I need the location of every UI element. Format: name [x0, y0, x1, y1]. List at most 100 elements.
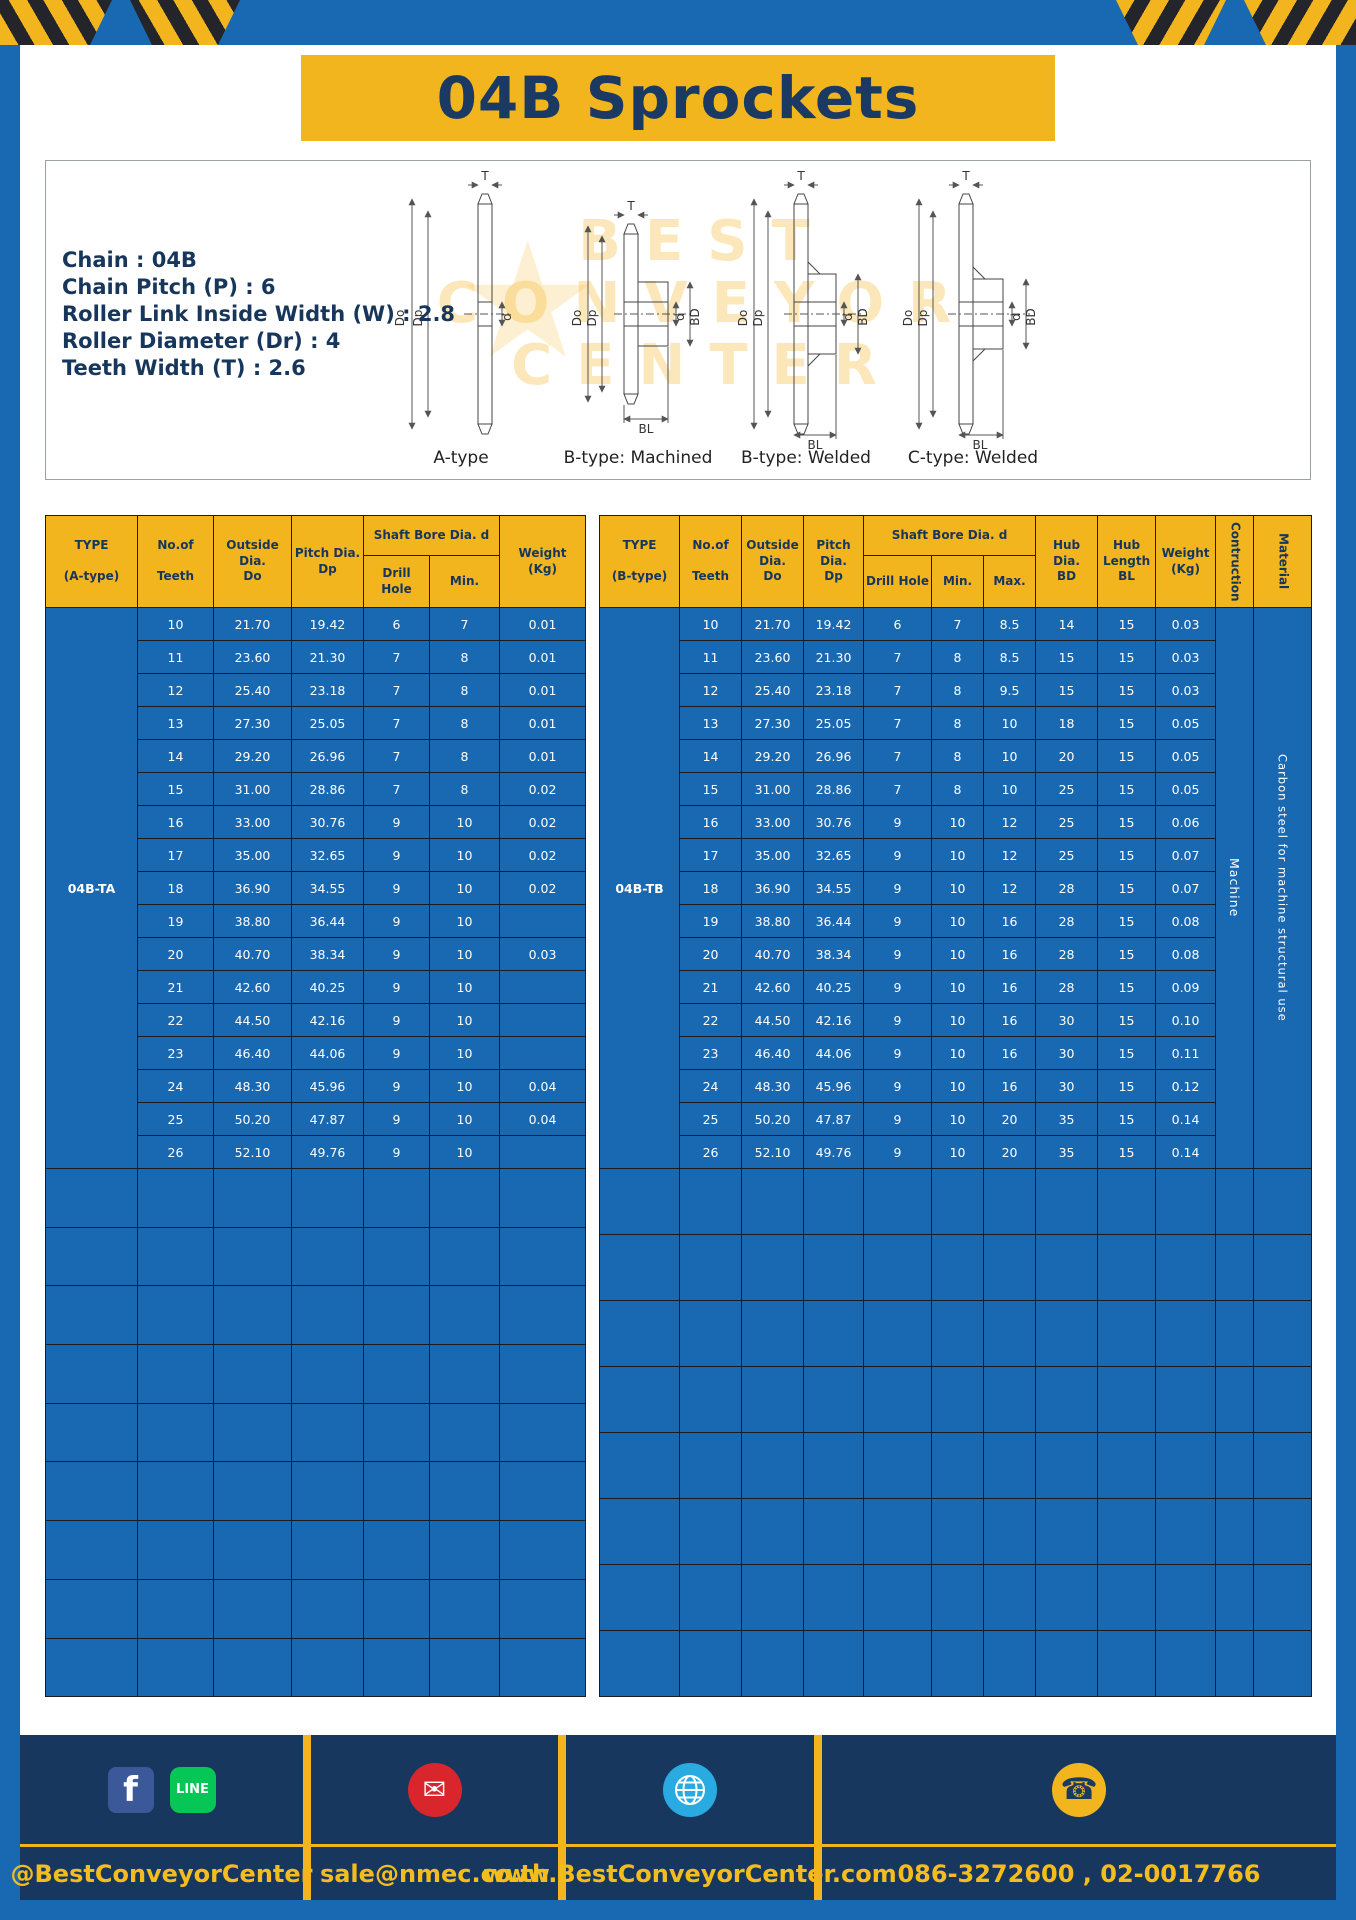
tableA-cell: 7	[363, 706, 430, 740]
tableB-cell: 10	[983, 772, 1037, 806]
tableA-cell: 46.40	[213, 1036, 292, 1070]
dim-label-BL: BL	[808, 438, 823, 452]
tableB-cell: 0.08	[1155, 937, 1217, 971]
tableB-empty-cell	[931, 1168, 985, 1235]
tableB-empty-cell	[679, 1300, 743, 1367]
tableB-header-min: Min.	[931, 555, 985, 608]
tableA-empty-cell	[291, 1226, 364, 1287]
tableB-cell: 0.14	[1155, 1102, 1217, 1136]
tableA-cell	[499, 904, 587, 938]
tableA-empty-row	[45, 1461, 587, 1522]
tableB-cell: 48.30	[741, 1069, 805, 1103]
tableB-cell: 25	[1035, 838, 1099, 872]
tableA-cell: 21.30	[291, 640, 364, 674]
tableB-material-value: Carbon steel for machine structural use	[1253, 607, 1313, 1169]
tableB-cell: 15	[1097, 772, 1157, 806]
tableA-empty-cell	[137, 1637, 214, 1698]
tableB-cell: 28.86	[803, 772, 865, 806]
tableA-type-value: 04B-TA	[45, 607, 138, 1169]
tableB-cell: 8	[931, 640, 985, 674]
globe-icon	[663, 1762, 717, 1817]
tableA-empty-cell	[499, 1168, 587, 1228]
catalog-page: 04B Sprockets ★ BEST CONVEYOR CENTER Cha…	[11, 45, 1336, 1900]
tableA-cell: 48.30	[213, 1069, 292, 1103]
caption-b-type-machined: B-type: Machined	[564, 448, 713, 468]
tableA-cell: 9	[363, 871, 430, 905]
tableA-empty-cell	[45, 1168, 138, 1228]
tableB-cell: 44.50	[741, 1003, 805, 1037]
tableB-data-row: 21 42.60 40.25 9 10 16 28 15 0.09	[600, 970, 1312, 1004]
tableB-cell: 0.07	[1155, 871, 1217, 905]
tableB-cell: 19	[679, 904, 743, 938]
tableA-empty-cell	[291, 1520, 364, 1580]
tableA-empty-cell	[45, 1461, 138, 1522]
tableA-empty-cell	[499, 1461, 587, 1522]
tableA-empty-cell	[45, 1637, 138, 1698]
tableA-empty-cell	[137, 1520, 214, 1580]
tableB-empty-cell	[1215, 1168, 1255, 1235]
tableB-cell: 15	[1097, 607, 1157, 641]
tableB-empty-cell	[803, 1564, 865, 1631]
tableA-header-pitch-dia: Pitch Dia. Dp	[291, 515, 364, 608]
tableB-empty-cell	[983, 1234, 1037, 1301]
tableA-cell	[499, 1036, 587, 1070]
tableB-cell: 9.5	[983, 673, 1037, 707]
tableA-cell: 12	[137, 673, 214, 707]
tableB-cell: 21	[679, 970, 743, 1004]
tableA-data-row: 14 29.20 26.96 7 8 0.01	[46, 739, 587, 773]
tableB-cell: 34.55	[803, 871, 865, 905]
tableB-empty-cell	[1215, 1498, 1255, 1565]
tableA-cell: 23	[137, 1036, 214, 1070]
tableB-cell: 30	[1035, 1069, 1099, 1103]
tableB-cell: 15	[1097, 1135, 1157, 1169]
tableB-empty-cell	[1097, 1564, 1157, 1631]
tableB-cell: 20	[679, 937, 743, 971]
tableA-cell: 9	[363, 805, 430, 839]
footer-divider	[303, 1735, 311, 1900]
email-icon: ✉	[407, 1762, 462, 1817]
tableB-cell: 26.96	[803, 739, 865, 773]
tableB-cell: 16	[983, 1036, 1037, 1070]
tableB-data-row: 23 46.40 44.06 9 10 16 30 15 0.11	[600, 1036, 1312, 1070]
tableA-empty-cell	[363, 1285, 430, 1346]
caption-b-type-welded: B-type: Welded	[741, 448, 871, 468]
tableB-empty-cell	[983, 1498, 1037, 1565]
tableB-cell: 20	[983, 1135, 1037, 1169]
tableA-empty-cell	[499, 1226, 587, 1287]
tableB-header-shaft-bore: Shaft Bore Dia. d	[863, 515, 1037, 556]
tableA-cell: 10	[428, 1102, 501, 1136]
tableA-empty-cell	[499, 1285, 587, 1346]
dim-label-T: T	[796, 169, 805, 183]
tableB-empty-cell	[863, 1564, 933, 1631]
tableB-cell: 10	[983, 706, 1037, 740]
tableB-cell: 7	[931, 607, 985, 641]
tableB-construction-value: Machine	[1215, 607, 1255, 1169]
tableA-cell: 7	[363, 673, 430, 707]
tableB-cell: 33.00	[741, 805, 805, 839]
tableA-header-shaft-bore: Shaft Bore Dia. d	[362, 515, 501, 556]
tableB-empty-cell	[741, 1629, 805, 1698]
tableA-empty-cell	[363, 1520, 430, 1580]
tableB-empty-cell	[803, 1629, 865, 1698]
tableA-cell: 7	[363, 739, 430, 773]
tableB-header-hub-length: Hub Length BL	[1097, 515, 1157, 608]
tableB-empty-cell	[599, 1300, 681, 1367]
tableA-data-row: 11 23.60 21.30 7 8 0.01	[46, 640, 587, 674]
tableA-empty-cell	[363, 1344, 430, 1404]
tableB-empty-cell	[803, 1432, 865, 1499]
tableB-cell: 16	[983, 904, 1037, 938]
tableA-empty-cell	[213, 1461, 292, 1522]
tableA-cell: 20	[137, 937, 214, 971]
tableA-empty-cell	[499, 1578, 587, 1639]
tableB-empty-cell	[1097, 1432, 1157, 1499]
tableA-empty-row	[45, 1226, 587, 1287]
tableA-cell: 8	[428, 640, 501, 674]
tableA-cell: 52.10	[213, 1135, 292, 1169]
tableA-empty-cell	[291, 1344, 364, 1404]
tableA-cell: 18	[137, 871, 214, 905]
tableB-empty-cell	[803, 1366, 865, 1433]
dim-label-d: d	[673, 313, 687, 321]
tableB-cell: 9	[863, 1003, 933, 1037]
tableA-empty-cell	[45, 1578, 138, 1639]
tableB-empty-cell	[1035, 1366, 1099, 1433]
